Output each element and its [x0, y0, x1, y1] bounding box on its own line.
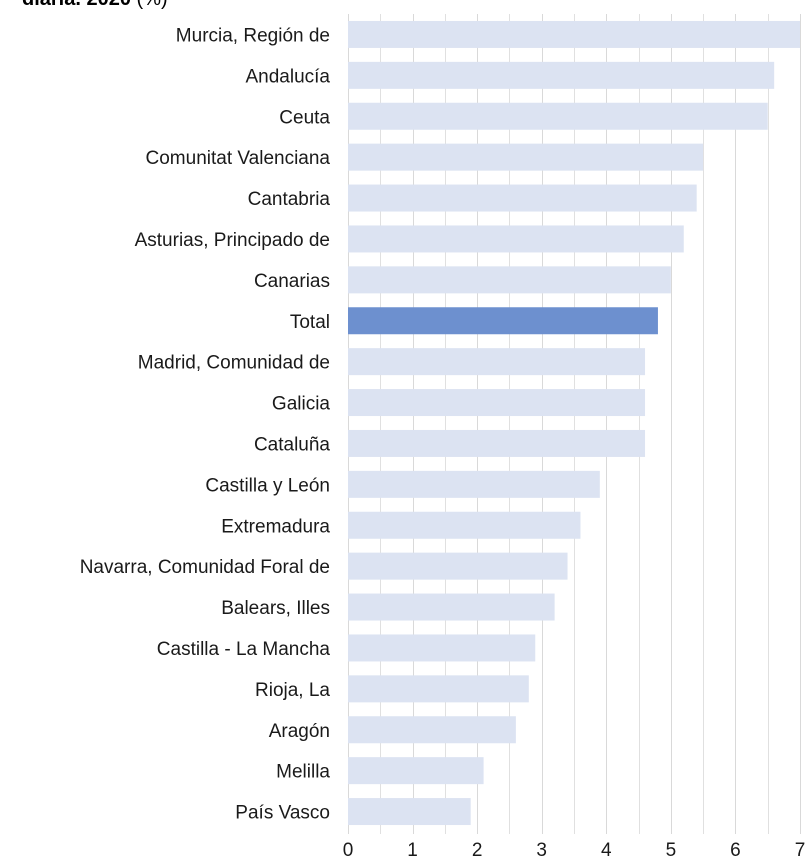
- bar: [348, 225, 684, 253]
- category-label: Extremadura: [221, 516, 330, 537]
- bar: [348, 716, 516, 744]
- x-tick-label: 7: [795, 840, 806, 861]
- bar: [348, 184, 697, 212]
- category-label: Comunitat Valenciana: [146, 148, 331, 169]
- bar: [348, 20, 800, 48]
- category-label: Navarra, Comunidad Foral de: [80, 557, 330, 578]
- bar: [348, 143, 704, 171]
- bar: [348, 348, 646, 376]
- bar: [348, 511, 581, 539]
- category-label: Andalucía: [245, 66, 330, 87]
- category-label: Balears, Illes: [221, 598, 330, 619]
- bar: [348, 798, 471, 826]
- category-label: Total: [290, 312, 330, 333]
- bar: [348, 675, 529, 703]
- chart-title-unit: (%): [137, 0, 168, 10]
- bar: [348, 470, 600, 498]
- category-label: Madrid, Comunidad de: [138, 353, 330, 374]
- category-label: Murcia, Región de: [176, 25, 330, 46]
- bar: [348, 307, 658, 335]
- bar: [348, 757, 484, 785]
- category-label: Ceuta: [279, 107, 330, 128]
- x-tick-label: 6: [730, 840, 741, 861]
- bar: [348, 389, 646, 417]
- x-tick-labels: 0 1 2 3 4 5 6 7: [343, 840, 806, 861]
- bars: [348, 20, 800, 826]
- bar: [348, 552, 568, 580]
- category-label: Melilla: [276, 762, 330, 783]
- x-tick-label: 5: [666, 840, 677, 861]
- x-tick-label: 1: [407, 840, 418, 861]
- chart-title-main: diaria. 2020: [22, 0, 131, 10]
- category-labels: Murcia, Región de Andalucía Ceuta Comunitat…: [80, 25, 331, 823]
- chart-title: diaria. 2020 (%): [22, 0, 168, 11]
- bar: [348, 266, 671, 294]
- bar: [348, 634, 536, 662]
- bar: [348, 429, 646, 457]
- x-tick-label: 4: [601, 840, 612, 861]
- bar: [348, 102, 768, 130]
- category-label: Canarias: [254, 271, 330, 292]
- x-tick-label: 2: [472, 840, 483, 861]
- grid-lines: [348, 14, 801, 834]
- category-label: Cataluña: [254, 434, 330, 455]
- category-label: Castilla y León: [205, 475, 330, 496]
- category-label: Cantabria: [248, 189, 331, 210]
- category-label: Rioja, La: [255, 680, 330, 701]
- category-label: País Vasco: [235, 803, 330, 824]
- category-label: Asturias, Principado de: [135, 230, 330, 251]
- category-label: Aragón: [269, 721, 330, 742]
- bar: [348, 61, 775, 89]
- x-tick-label: 0: [343, 840, 354, 861]
- category-label: Castilla - La Mancha: [157, 639, 331, 660]
- x-tick-label: 3: [536, 840, 547, 861]
- bar: [348, 593, 555, 621]
- category-label: Galicia: [272, 394, 331, 415]
